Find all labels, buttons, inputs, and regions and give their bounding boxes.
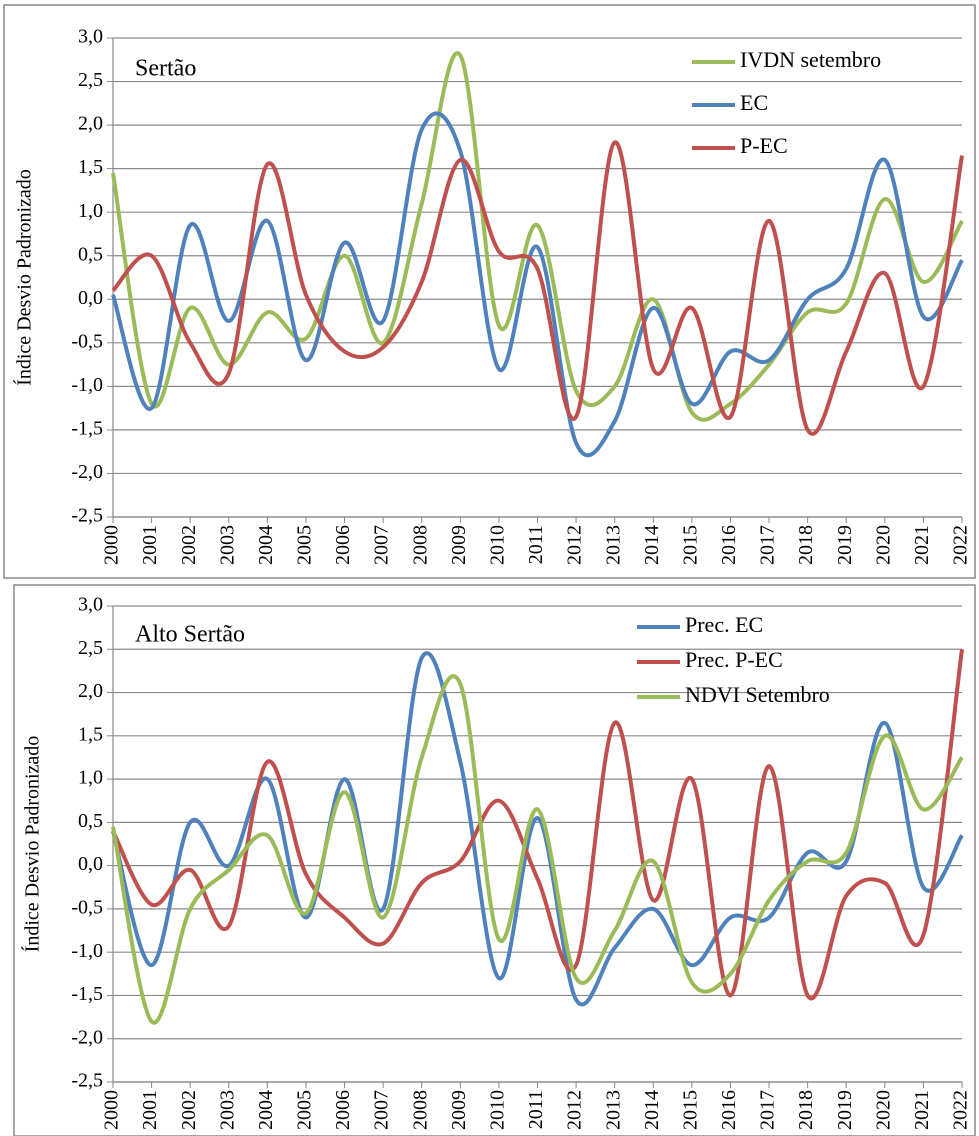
x-tick-label: 2013 xyxy=(602,1090,624,1130)
chart-frame xyxy=(3,4,976,579)
y-tick-label: 3,0 xyxy=(78,26,103,48)
x-tick-label: 2013 xyxy=(602,525,624,565)
x-tick-label: 2011 xyxy=(525,1090,547,1129)
series-line xyxy=(111,51,964,422)
x-tick-label: 2019 xyxy=(834,525,856,565)
legend-label: IVDN setembro xyxy=(740,47,881,72)
x-tick-label: 2016 xyxy=(718,1090,740,1130)
x-tick-label: 2010 xyxy=(487,525,509,565)
x-tick-label: 2007 xyxy=(371,525,393,565)
y-tick-label: 1,0 xyxy=(78,767,103,789)
x-tick-label: 2001 xyxy=(139,525,161,565)
series-line xyxy=(111,674,964,1025)
x-tick-label: 2015 xyxy=(679,525,701,565)
y-tick-label: -2,0 xyxy=(71,1026,103,1048)
y-tick-label: -1,5 xyxy=(71,418,103,440)
x-tick-label: 2012 xyxy=(564,1090,586,1130)
x-tick-label: 2007 xyxy=(371,1090,393,1130)
x-tick-label: 2005 xyxy=(294,1090,316,1130)
series-line xyxy=(111,140,964,436)
x-tick-label: 2004 xyxy=(255,1090,277,1130)
x-tick-label: 2018 xyxy=(795,525,817,565)
x-tick-label: 2010 xyxy=(487,1090,509,1130)
x-tick-label: 2003 xyxy=(216,525,238,565)
y-tick-label: 2,5 xyxy=(78,69,103,91)
x-tick-label: 2006 xyxy=(332,1090,354,1130)
y-tick-label: 0,5 xyxy=(78,243,103,265)
x-tick-label: 2015 xyxy=(679,1090,701,1130)
x-tick-label: 2008 xyxy=(409,1090,431,1130)
y-tick-label: 3,0 xyxy=(78,594,103,616)
y-tick-label: 1,0 xyxy=(78,200,103,222)
legend-label: NDVI Setembro xyxy=(685,682,830,707)
x-tick-label: 2003 xyxy=(216,1090,238,1130)
x-tick-label: 2006 xyxy=(332,525,354,565)
y-tick-label: -2,5 xyxy=(71,505,103,527)
legend-label: Prec. P-EC xyxy=(685,647,783,672)
x-tick-label: 2001 xyxy=(139,1090,161,1130)
y-tick-label: 0,0 xyxy=(78,287,103,309)
x-tick-label: 2009 xyxy=(448,525,470,565)
x-tick-label: 2002 xyxy=(178,1090,200,1130)
x-tick-label: 2000 xyxy=(101,525,123,565)
y-tick-label: -1,0 xyxy=(71,940,103,962)
y-tick-label: -2,5 xyxy=(71,1070,103,1092)
x-tick-label: 2018 xyxy=(795,1090,817,1130)
x-tick-label: 2017 xyxy=(757,1090,779,1130)
chart-frame xyxy=(13,584,976,1136)
x-tick-label: 2017 xyxy=(757,525,779,565)
x-tick-label: 2022 xyxy=(950,525,972,565)
y-tick-label: -2,0 xyxy=(71,461,103,483)
x-tick-label: 2009 xyxy=(448,1090,470,1130)
y-tick-label: 1,5 xyxy=(78,723,103,745)
y-tick-label: -1,5 xyxy=(71,983,103,1005)
y-tick-label: 2,0 xyxy=(78,113,103,135)
legend-label: Prec. EC xyxy=(685,612,763,637)
y-tick-label: -1,0 xyxy=(71,374,103,396)
x-tick-label: 2004 xyxy=(255,525,277,565)
x-tick-label: 2014 xyxy=(641,1090,663,1130)
y-tick-label: -0,5 xyxy=(71,897,103,919)
y-tick-label: 0,0 xyxy=(78,853,103,875)
x-tick-label: 2011 xyxy=(525,525,547,564)
series-line xyxy=(111,649,964,1001)
x-tick-label: 2005 xyxy=(294,525,316,565)
x-tick-label: 2021 xyxy=(911,1090,933,1130)
legend-label: EC xyxy=(740,90,768,115)
legend-label: P-EC xyxy=(740,133,788,158)
y-tick-label: 2,0 xyxy=(78,680,103,702)
chart-title: Alto Sertão xyxy=(135,622,245,648)
x-tick-label: 2020 xyxy=(872,525,894,565)
series-line xyxy=(111,111,964,458)
x-tick-label: 2019 xyxy=(834,1090,856,1130)
y-axis-label: Índice Desvio Padronizado xyxy=(21,736,44,953)
x-tick-label: 2002 xyxy=(178,525,200,565)
y-tick-label: 1,5 xyxy=(78,156,103,178)
x-tick-label: 2020 xyxy=(872,1090,894,1130)
x-tick-label: 2016 xyxy=(718,525,740,565)
x-tick-label: 2012 xyxy=(564,525,586,565)
y-tick-label: 2,5 xyxy=(78,637,103,659)
x-tick-label: 2021 xyxy=(911,525,933,565)
x-tick-label: 2014 xyxy=(641,525,663,565)
y-tick-label: -0,5 xyxy=(71,330,103,352)
chart-title: Sertão xyxy=(135,56,196,82)
x-tick-label: 2022 xyxy=(950,1090,972,1130)
x-tick-label: 2008 xyxy=(409,525,431,565)
x-tick-label: 2000 xyxy=(101,1090,123,1130)
y-axis-label: Índice Desvio Padronizado xyxy=(13,169,36,386)
y-tick-label: 0,5 xyxy=(78,810,103,832)
